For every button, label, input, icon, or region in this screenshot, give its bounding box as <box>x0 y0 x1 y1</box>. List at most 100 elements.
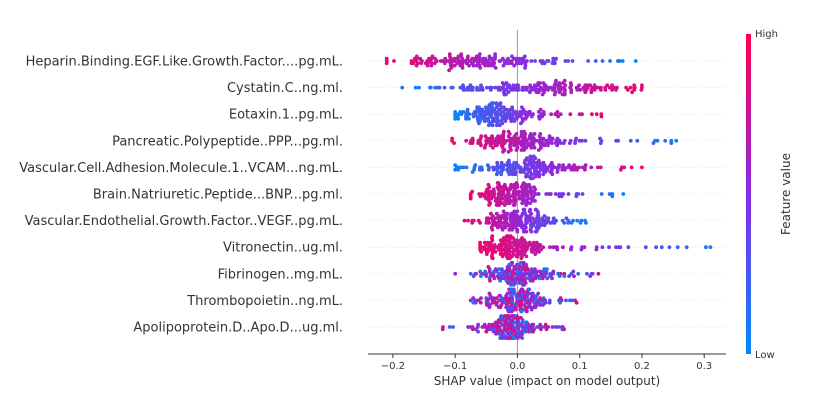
shap-point <box>484 296 489 300</box>
shap-point <box>506 90 511 95</box>
shap-point <box>526 243 531 247</box>
shap-point <box>578 88 583 92</box>
shap-point <box>564 298 568 303</box>
colorbar-low-label: Low <box>755 350 775 361</box>
shap-point <box>497 332 502 336</box>
shap-point <box>534 160 539 165</box>
shap-point <box>569 221 574 225</box>
shap-point <box>472 218 476 223</box>
shap-point <box>384 61 389 66</box>
shap-point <box>598 141 603 146</box>
shap-point <box>504 81 509 85</box>
shap-point <box>531 223 536 228</box>
shap-point <box>654 245 658 250</box>
shap-point <box>628 138 633 143</box>
shap-point <box>525 59 529 63</box>
shap-point <box>708 245 713 250</box>
shap-point <box>494 223 498 228</box>
shap-point <box>542 214 547 218</box>
shap-point <box>476 329 480 334</box>
shap-point <box>546 325 551 329</box>
shap-point <box>484 252 489 256</box>
shap-point <box>592 83 597 88</box>
shap-point <box>474 63 479 68</box>
shap-point <box>490 322 495 327</box>
shap-point <box>633 59 638 63</box>
shap-point <box>487 291 492 296</box>
shap-point <box>491 300 496 305</box>
shap-point <box>502 163 506 168</box>
shap-point <box>525 309 529 314</box>
shap-point <box>500 227 505 232</box>
shap-point <box>663 138 668 143</box>
shap-point <box>510 136 515 141</box>
shap-point <box>496 88 501 92</box>
shap-point <box>443 56 448 61</box>
shap-point <box>500 336 505 340</box>
shap-point <box>464 116 468 121</box>
shap-point <box>492 119 497 123</box>
shap-point <box>537 116 542 121</box>
shap-point <box>594 247 599 252</box>
shap-point <box>540 92 545 97</box>
shap-point <box>538 269 543 274</box>
shap-point <box>536 225 541 230</box>
shap-point <box>489 63 493 68</box>
shap-point <box>467 63 471 68</box>
shap-point <box>639 88 644 92</box>
shap-point <box>433 85 437 90</box>
shap-point <box>528 185 532 190</box>
shap-point <box>589 90 594 95</box>
shap-point <box>493 216 498 221</box>
shap-point <box>507 158 511 163</box>
shap-point <box>392 59 396 63</box>
shap-point <box>506 281 510 285</box>
shap-point <box>516 336 520 340</box>
shap-point <box>468 271 473 276</box>
shap-point <box>461 83 465 88</box>
shap-point <box>566 221 570 225</box>
shap-point <box>659 245 664 250</box>
shap-point <box>528 154 533 159</box>
shap-point <box>551 216 556 221</box>
shap-point <box>561 245 565 250</box>
shap-point <box>539 223 544 228</box>
x-axis: −0.2 −0.1 0.0 0.1 0.2 0.3 SHAP value (impact … <box>368 353 726 388</box>
shap-point <box>556 271 560 276</box>
shap-point <box>529 114 534 119</box>
shap-point <box>442 85 447 90</box>
shap-point <box>532 185 536 190</box>
shap-point <box>540 276 545 281</box>
shap-point <box>555 83 560 88</box>
shap-point <box>576 271 581 276</box>
shap-point <box>482 145 487 150</box>
shap-point <box>550 172 555 177</box>
shap-point <box>486 265 491 269</box>
shap-point <box>574 194 579 199</box>
shap-point <box>493 249 498 254</box>
shap-point <box>493 267 498 272</box>
shap-point <box>504 107 509 112</box>
shap-point <box>537 174 541 179</box>
shap-point <box>498 336 503 340</box>
shap-point <box>538 296 543 300</box>
shap-point <box>470 327 475 332</box>
shap-point <box>493 66 498 70</box>
shap-point <box>651 141 656 146</box>
shap-point <box>474 54 479 59</box>
shap-point <box>480 325 485 329</box>
shap-point <box>589 165 594 170</box>
feature-label: Cystatin.C..ng.ml. <box>227 81 343 96</box>
shap-point <box>541 160 546 165</box>
shap-point <box>533 267 537 272</box>
shap-point <box>442 61 447 66</box>
shap-point <box>519 256 524 261</box>
shap-point <box>522 282 527 287</box>
x-tick-label: −0.1 <box>443 361 467 372</box>
shap-point <box>510 260 515 265</box>
shap-point <box>552 221 557 225</box>
shap-point <box>400 85 405 90</box>
shap-point <box>544 141 549 146</box>
shap-point <box>498 252 503 256</box>
shap-point <box>514 83 519 88</box>
